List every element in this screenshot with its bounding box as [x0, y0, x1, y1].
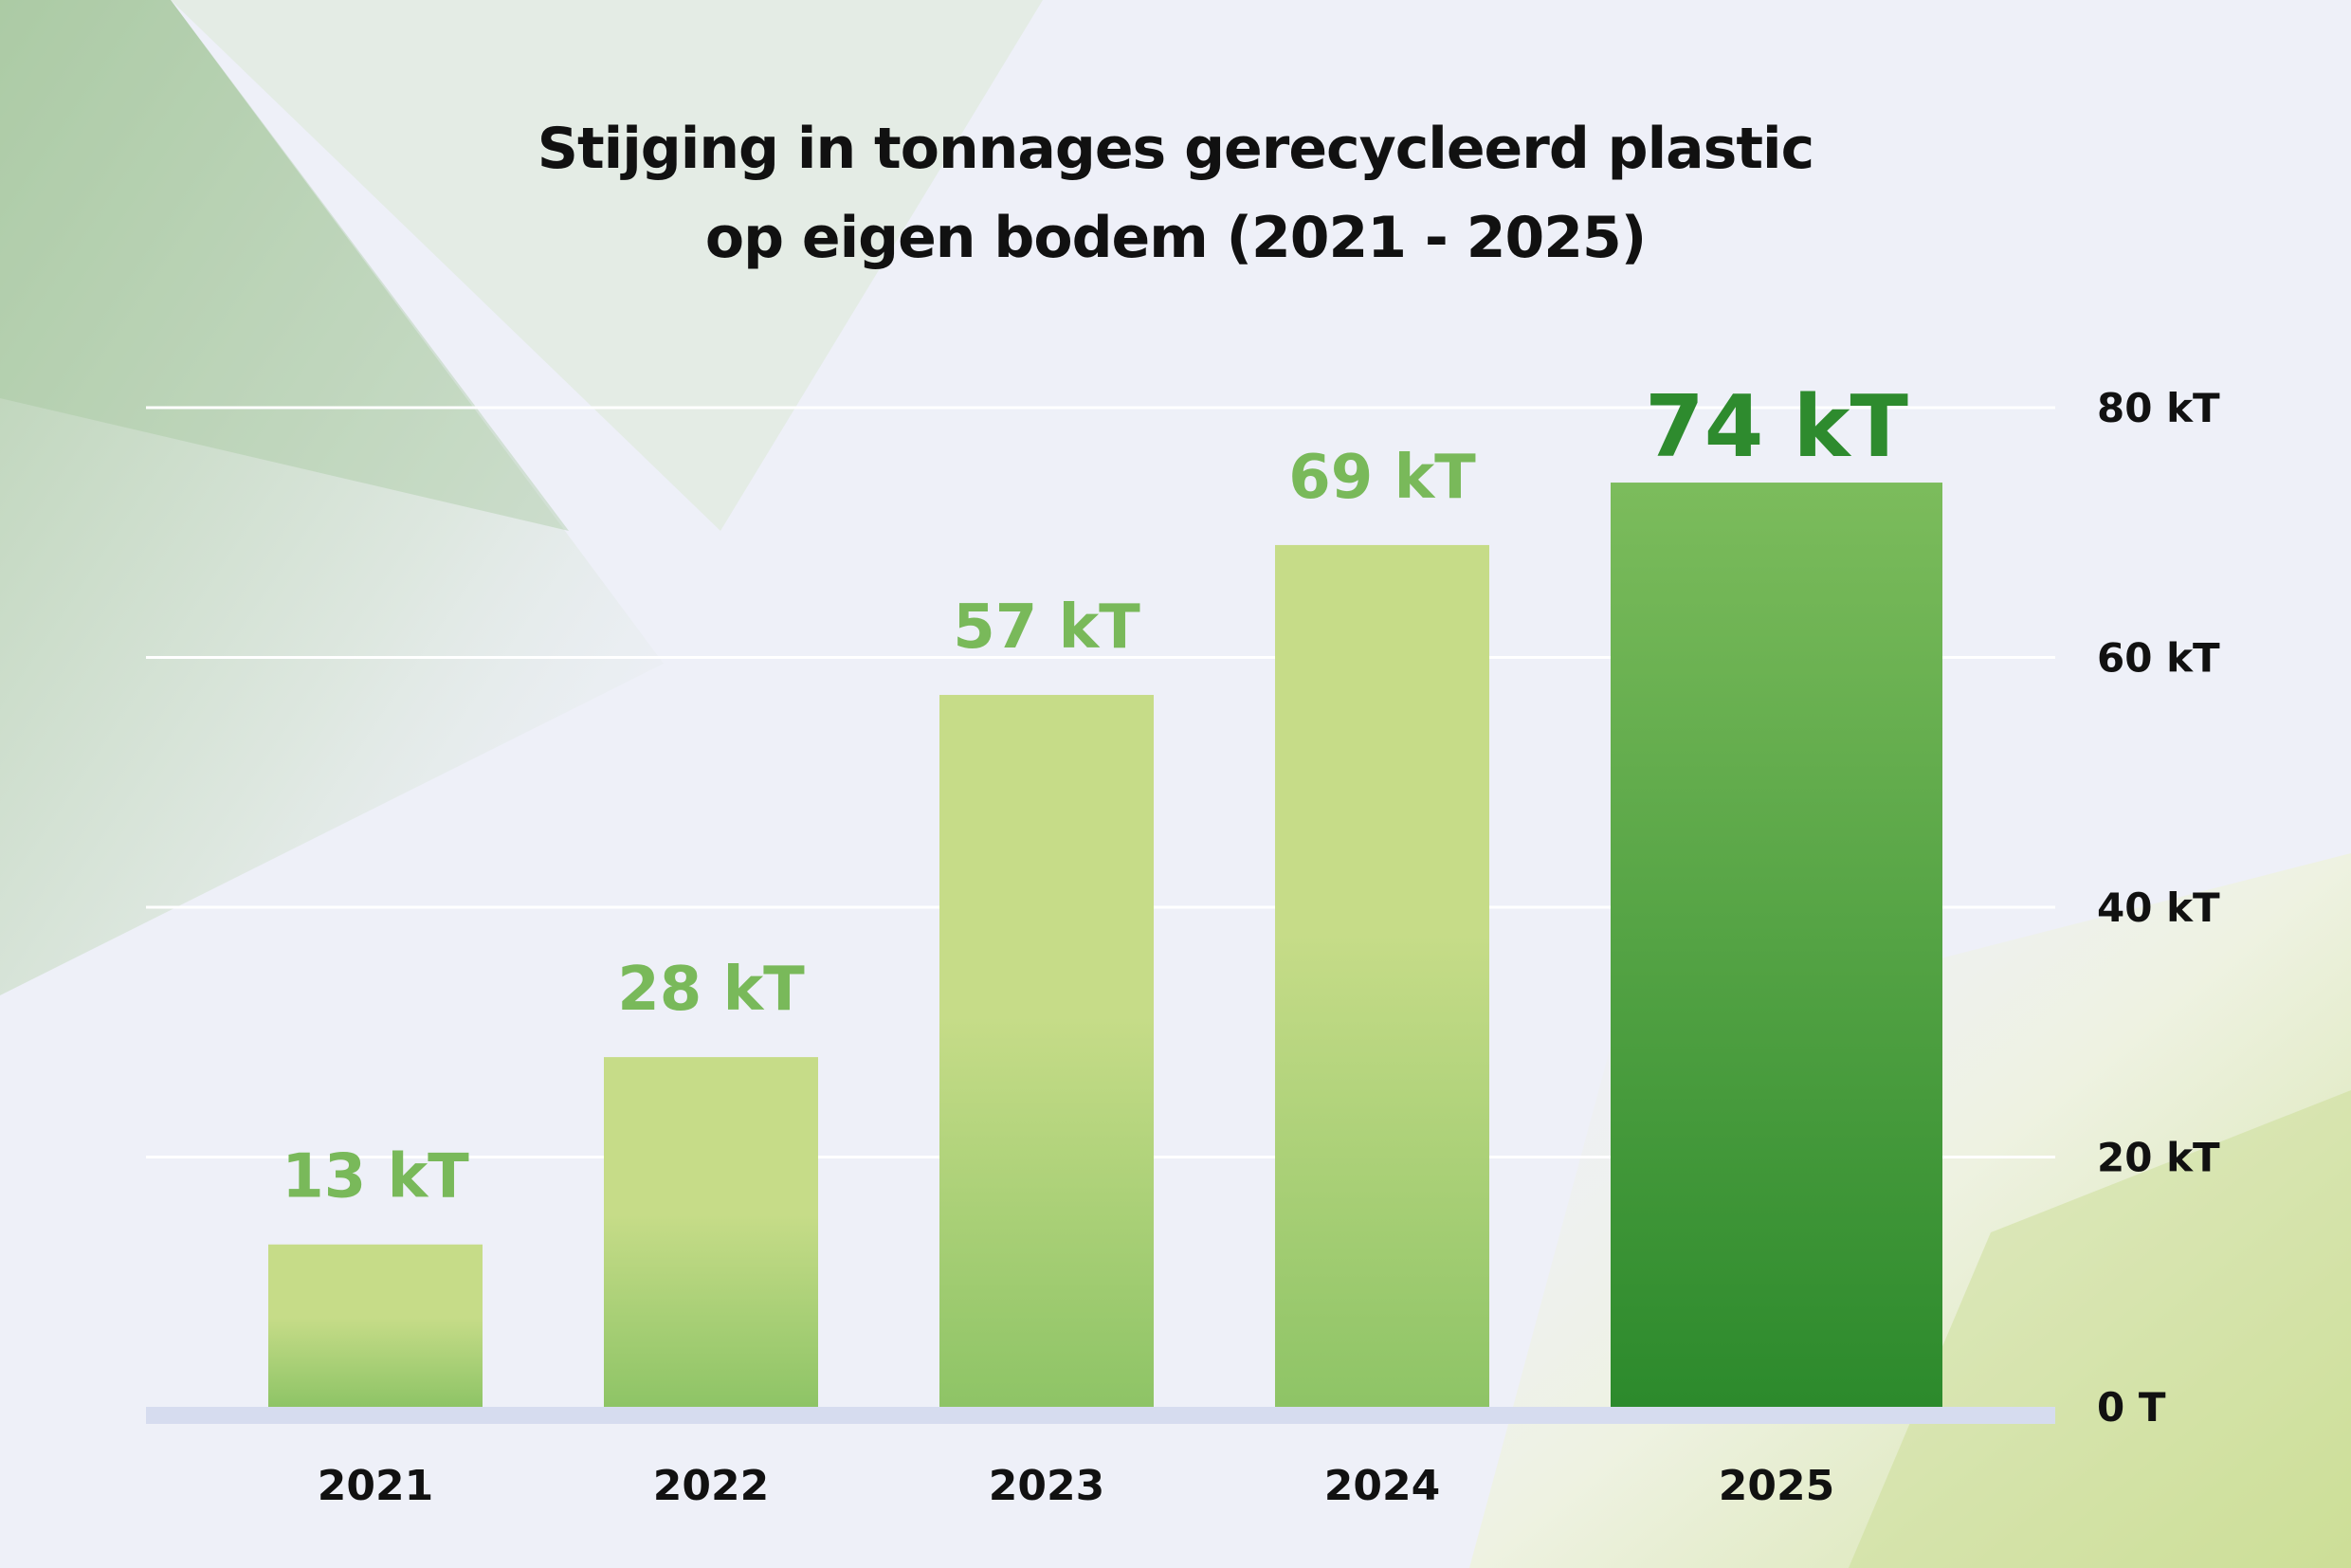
value-label-2023: 57 kT	[953, 593, 1140, 663]
value-label-2021: 13 kT	[282, 1142, 469, 1212]
y-tick-label: 0 T	[2097, 1384, 2166, 1431]
value-labels: 13 kT 28 kT 57 kT 69 kT 74 kT	[282, 377, 1908, 1212]
x-tick-label-2021: 2021	[318, 1462, 433, 1510]
chart-title-line-1: Stijging in tonnages gerecycleerd plasti…	[537, 116, 1814, 182]
x-axis-category-labels: 2021 2022 2023 2024 2025	[318, 1462, 1834, 1510]
bar-2021	[268, 1244, 483, 1407]
bar-2025	[1611, 483, 1942, 1407]
y-tick-label: 80 kT	[2097, 385, 2220, 431]
y-tick-label: 40 kT	[2097, 884, 2220, 931]
y-tick-label: 20 kT	[2097, 1135, 2220, 1181]
x-tick-label-2025: 2025	[1719, 1462, 1834, 1510]
bar-2024	[1275, 544, 1489, 1407]
y-axis-tick-labels: 0 T 20 kT 40 kT 60 kT 80 kT	[2097, 385, 2220, 1431]
chart-title-line-2: op eigen bodem (2021 - 2025)	[704, 205, 1647, 271]
x-axis-baseline	[146, 1407, 2055, 1424]
bar-2022	[604, 1057, 818, 1407]
baseline-bar	[146, 1407, 2055, 1424]
x-tick-label-2023: 2023	[989, 1462, 1104, 1510]
x-tick-label-2024: 2024	[1324, 1462, 1440, 1510]
bar-2023	[939, 695, 1154, 1407]
bars	[268, 483, 1942, 1407]
y-tick-label: 60 kT	[2097, 635, 2220, 682]
value-label-2025: 74 kT	[1645, 377, 1908, 477]
value-label-2022: 28 kT	[617, 955, 805, 1025]
x-tick-label-2022: 2022	[653, 1462, 769, 1510]
value-label-2024: 69 kT	[1288, 443, 1476, 513]
